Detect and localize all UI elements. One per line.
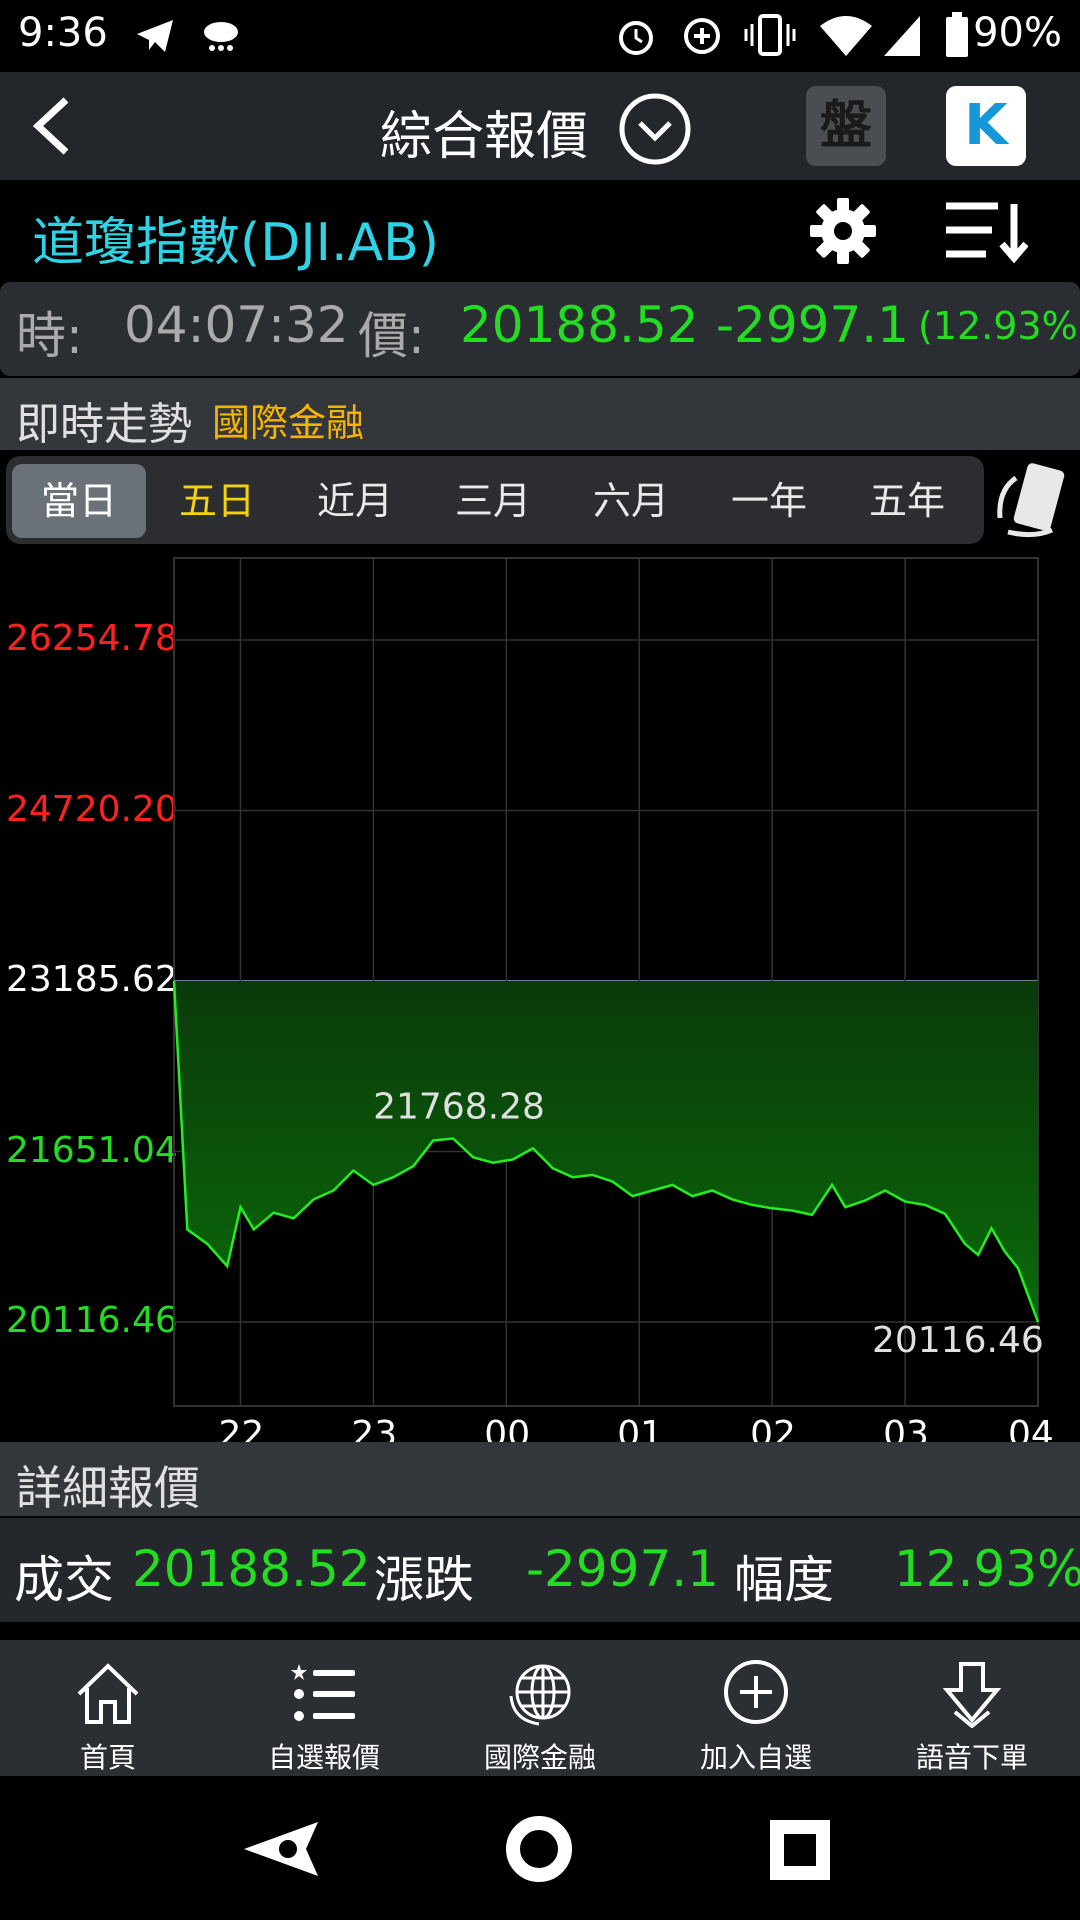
detail-header: 詳細報價 (0, 1442, 1080, 1516)
change-percent: (12.93%) (918, 304, 1080, 348)
price-label: 價: (358, 307, 425, 365)
change-label: 漲跌 (374, 1551, 474, 1609)
detail-row: 成交 20188.52 漲跌 -2997.1 幅度 12.93% (0, 1518, 1080, 1622)
plus-circle-icon (724, 1660, 788, 1724)
home-circle-icon[interactable] (506, 1816, 572, 1886)
pan-button[interactable]: 盤 (806, 86, 886, 166)
change-detail-value: -2997.1 (526, 1540, 719, 1598)
home-icon (77, 1663, 139, 1724)
nav-home-label: 首頁 (79, 1741, 136, 1774)
y-tick-label: 24720.20 (6, 788, 178, 830)
back-triangle-icon[interactable] (238, 1816, 324, 1886)
data-saver-icon (680, 14, 724, 62)
recents-square-icon[interactable] (770, 1820, 830, 1884)
chart-plot: 21768.28 20116.46 (172, 557, 1044, 1407)
nav-watchlist[interactable]: 自選報價 (216, 1640, 432, 1776)
battery-icon (944, 12, 970, 62)
time-value: 04:07:32 (124, 296, 349, 354)
gear-icon[interactable] (808, 196, 878, 270)
stock-name: 道瓊指數(DJI.AB) (32, 213, 440, 273)
battery-percent: 90% (973, 10, 1062, 56)
time-label: 時: (16, 307, 83, 365)
tab-month[interactable]: 近月 (316, 479, 393, 523)
nav-add-watchlist-label: 加入自選 (699, 1741, 812, 1774)
download-arrow-icon (942, 1662, 1002, 1728)
volume-label: 成交 (14, 1551, 114, 1609)
y-tick-label: 23185.62 (6, 959, 178, 1000)
alarm-icon (616, 14, 656, 62)
y-tick-label: 26254.78 (6, 618, 178, 659)
y-tick-label: 20116.46 (6, 1300, 178, 1341)
tab-five-year[interactable]: 五年 (868, 479, 945, 523)
price-value: 20188.52 (460, 296, 699, 354)
page-title: 綜合報價 (380, 107, 589, 167)
system-nav-bar (0, 1776, 1080, 1920)
price-line (172, 980, 1040, 1323)
tab-one-year[interactable]: 一年 (730, 479, 807, 523)
intraday-chart: 26254.78 24720.20 23185.62 21651.04 20116.46… (0, 550, 1080, 1455)
trend-header: 即時走勢 國際金融 (0, 378, 1080, 450)
globe-icon (509, 1664, 571, 1726)
nav-voice-order[interactable]: 語音下單 (864, 1640, 1080, 1776)
nav-voice-order-label: 語音下單 (915, 1741, 1028, 1774)
nav-home[interactable]: 首頁 (0, 1640, 216, 1776)
volume-value: 20188.52 (132, 1540, 371, 1598)
period-tab-bar: 當日 五日 近月 三月 六月 一年 五年 (0, 450, 1080, 550)
sort-list-icon[interactable] (942, 200, 1029, 268)
change-value: -2997.1 (716, 296, 909, 354)
nav-international-label: 國際金融 (483, 1741, 596, 1774)
tab-five-day[interactable]: 五日 (178, 479, 255, 523)
tab-six-month[interactable]: 六月 (592, 479, 669, 523)
star-list-icon (291, 1664, 355, 1721)
bottom-nav: 首頁 自選報價 國際金融 加入自選 語音下單 (0, 1640, 1080, 1776)
trend-sublabel: 國際金融 (212, 401, 365, 445)
telegram-icon (135, 16, 177, 60)
nav-international[interactable]: 國際金融 (432, 1640, 648, 1776)
period-tabs: 當日 五日 近月 三月 六月 一年 五年 (6, 456, 984, 544)
y-tick-label: 21651.04 (6, 1129, 178, 1171)
nav-add-watchlist[interactable]: 加入自選 (648, 1640, 864, 1776)
vibrate-icon (744, 12, 796, 62)
weather-icon (200, 18, 242, 58)
wifi-icon (816, 12, 876, 62)
trend-label: 即時走勢 (16, 399, 192, 450)
chevron-down-icon[interactable] (618, 92, 692, 170)
k-chart-button[interactable]: K (946, 86, 1026, 166)
rotate-screen-icon[interactable] (994, 460, 1072, 544)
pct-value: 12.93% (894, 1540, 1080, 1598)
high-label: 21768.28 (373, 1086, 545, 1127)
app-header: 綜合報價 盤 K (0, 72, 1080, 180)
status-bar: 9:36 90% (0, 0, 1080, 72)
stock-name-bar: 道瓊指數(DJI.AB) (0, 180, 1080, 280)
price-area (174, 981, 1038, 1322)
signal-icon (882, 12, 922, 62)
pct-label: 幅度 (734, 1551, 834, 1609)
status-time: 9:36 (18, 10, 108, 56)
low-label: 20116.46 (872, 1320, 1044, 1361)
back-arrow-icon[interactable] (26, 94, 74, 162)
tab-day[interactable]: 當日 (12, 464, 146, 538)
detail-label: 詳細報價 (16, 1461, 200, 1515)
nav-watchlist-label: 自選報價 (267, 1741, 380, 1774)
tab-three-month[interactable]: 三月 (454, 479, 531, 523)
quote-info-row: 時: 04:07:32 價: 20188.52 -2997.1 (12.93%) (0, 282, 1080, 376)
